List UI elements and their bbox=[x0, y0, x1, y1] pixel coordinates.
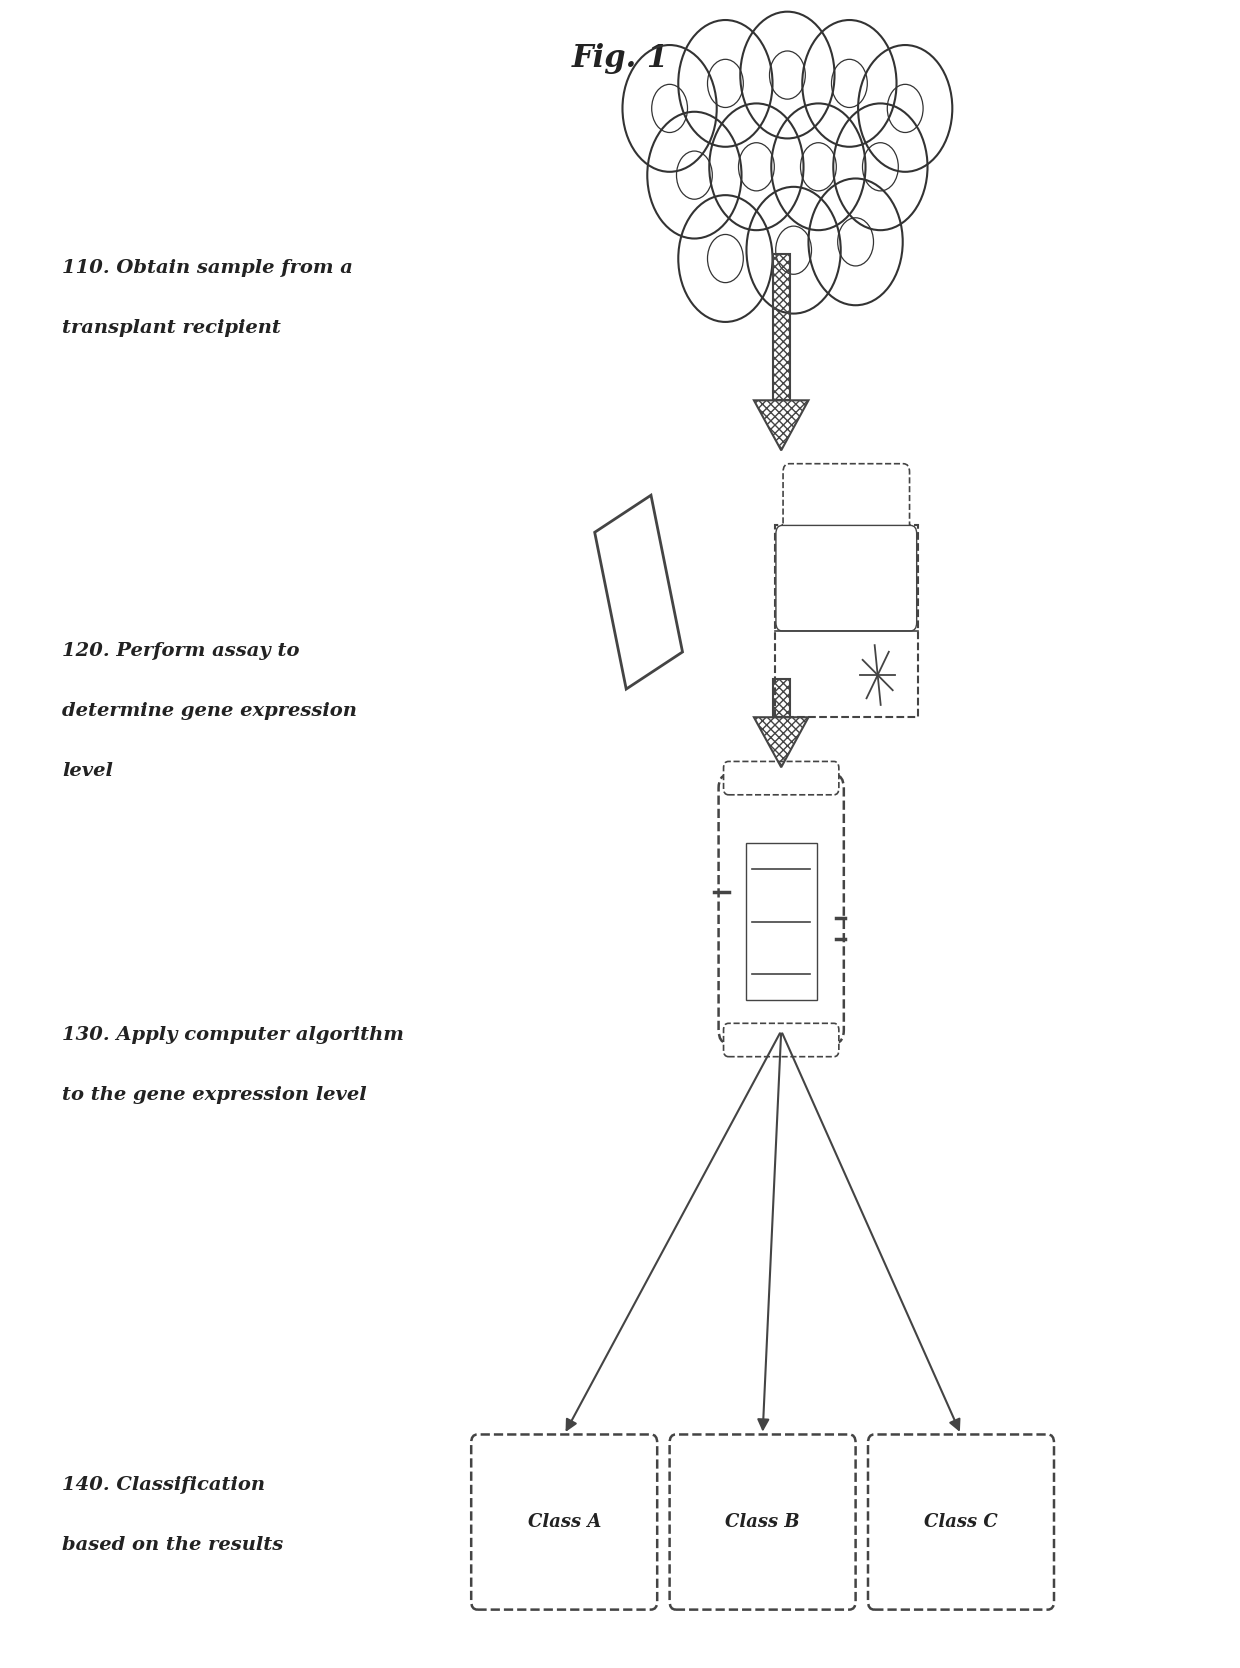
Text: Class C: Class C bbox=[924, 1513, 998, 1531]
Text: level: level bbox=[62, 762, 113, 781]
FancyBboxPatch shape bbox=[724, 1022, 838, 1058]
Text: Class A: Class A bbox=[527, 1513, 601, 1531]
Text: 110. Obtain sample from a: 110. Obtain sample from a bbox=[62, 259, 353, 277]
FancyBboxPatch shape bbox=[471, 1434, 657, 1610]
Text: determine gene expression: determine gene expression bbox=[62, 702, 357, 721]
Text: based on the results: based on the results bbox=[62, 1536, 283, 1555]
Text: Class B: Class B bbox=[725, 1513, 800, 1531]
FancyBboxPatch shape bbox=[719, 774, 843, 1044]
FancyBboxPatch shape bbox=[775, 525, 918, 717]
FancyBboxPatch shape bbox=[868, 1434, 1054, 1610]
Text: 130. Apply computer algorithm: 130. Apply computer algorithm bbox=[62, 1026, 404, 1044]
FancyBboxPatch shape bbox=[784, 464, 909, 534]
FancyBboxPatch shape bbox=[670, 1434, 856, 1610]
Polygon shape bbox=[595, 495, 682, 689]
FancyBboxPatch shape bbox=[776, 525, 916, 631]
FancyBboxPatch shape bbox=[746, 844, 817, 1001]
FancyBboxPatch shape bbox=[724, 761, 838, 796]
Text: transplant recipient: transplant recipient bbox=[62, 319, 281, 337]
Text: 120. Perform assay to: 120. Perform assay to bbox=[62, 642, 300, 661]
Text: Fig. 1: Fig. 1 bbox=[572, 43, 668, 73]
Text: 140. Classification: 140. Classification bbox=[62, 1476, 265, 1495]
Text: to the gene expression level: to the gene expression level bbox=[62, 1086, 367, 1104]
